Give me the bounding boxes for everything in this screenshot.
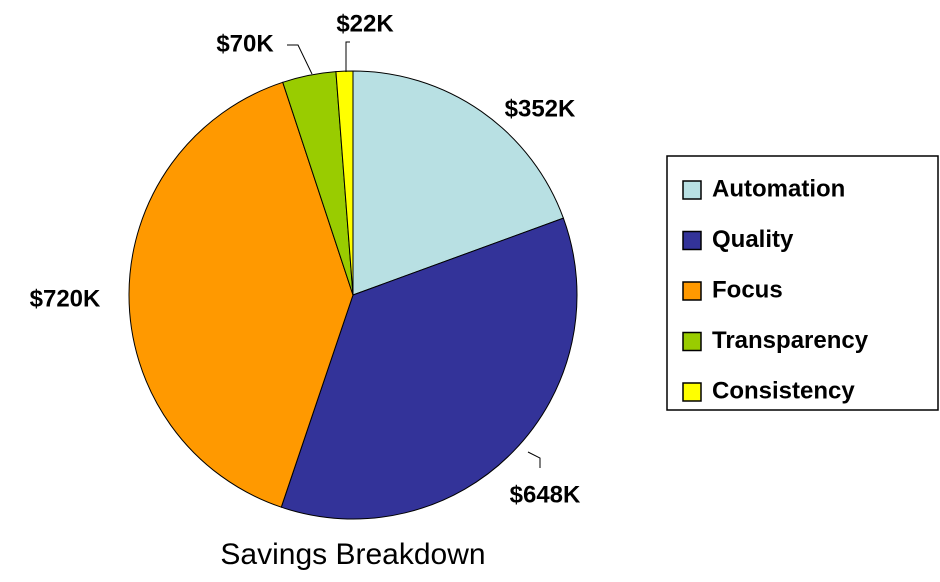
legend-swatch bbox=[682, 180, 702, 200]
legend-label: Consistency bbox=[712, 377, 855, 404]
data-label: $648K bbox=[510, 481, 581, 508]
legend-label: Transparency bbox=[712, 327, 869, 354]
legend-swatch bbox=[682, 281, 702, 301]
legend-label: Focus bbox=[712, 276, 783, 303]
pie-slice bbox=[128, 81, 354, 508]
pie-slice bbox=[352, 70, 565, 296]
legend-label: Quality bbox=[712, 226, 794, 253]
legend-swatch bbox=[682, 230, 702, 251]
legend-label: Automation bbox=[712, 175, 845, 202]
legend-swatch bbox=[682, 382, 702, 402]
leader-line bbox=[345, 41, 350, 72]
data-label: $70K bbox=[216, 30, 274, 57]
pie-slice bbox=[335, 70, 354, 296]
pie-slice bbox=[280, 217, 578, 520]
legend-box bbox=[666, 155, 939, 411]
data-label: $22K bbox=[336, 10, 394, 37]
legend-swatch bbox=[682, 331, 702, 352]
data-label: $352K bbox=[505, 95, 576, 122]
chart-title: Savings Breakdown bbox=[220, 538, 485, 571]
data-label: $720K bbox=[30, 285, 101, 312]
leader-line bbox=[527, 451, 541, 468]
leader-line bbox=[287, 44, 313, 75]
